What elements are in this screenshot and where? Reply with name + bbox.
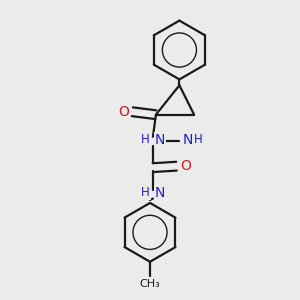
Text: H: H <box>141 133 150 146</box>
Text: CH₃: CH₃ <box>140 279 160 289</box>
Text: N: N <box>155 186 166 200</box>
Text: O: O <box>118 105 129 119</box>
Text: H: H <box>141 186 150 199</box>
Text: O: O <box>180 159 191 173</box>
Text: H: H <box>194 133 203 146</box>
Text: N: N <box>155 133 166 147</box>
Text: N: N <box>183 133 194 147</box>
